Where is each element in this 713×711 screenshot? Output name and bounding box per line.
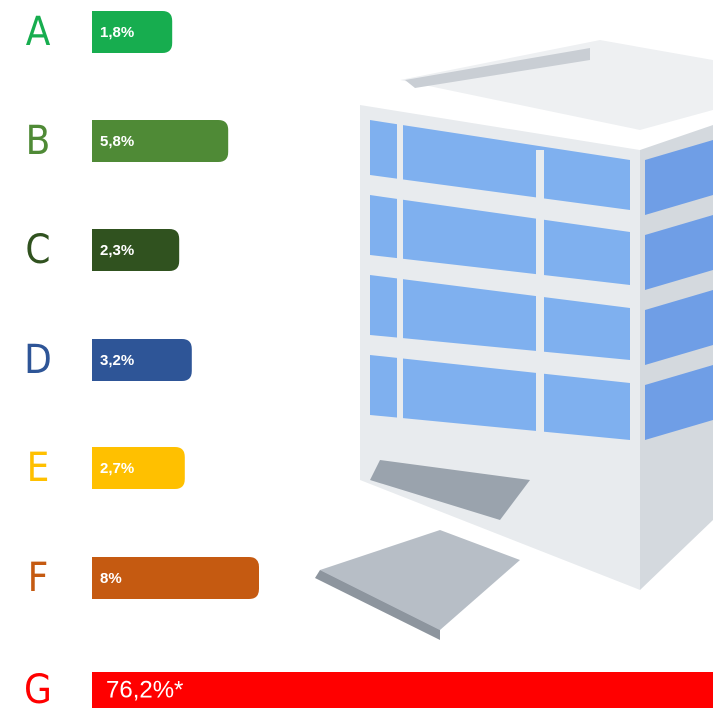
building-illustration bbox=[315, 40, 713, 640]
value-label: 76,2%* bbox=[106, 676, 183, 703]
value-label: 2,7% bbox=[100, 460, 134, 477]
value-label: 1,8% bbox=[100, 24, 134, 41]
category-label: E bbox=[27, 445, 50, 491]
category-label: A bbox=[26, 9, 51, 55]
bar bbox=[92, 672, 713, 708]
bar bbox=[92, 339, 192, 381]
category-label: C bbox=[25, 227, 50, 273]
category-label: B bbox=[26, 118, 51, 164]
bar bbox=[92, 11, 173, 53]
category-label: G bbox=[24, 667, 52, 711]
bar bbox=[92, 229, 180, 271]
bar bbox=[92, 447, 185, 489]
bar bbox=[92, 557, 259, 599]
category-label: F bbox=[28, 555, 49, 601]
value-label: 2,3% bbox=[100, 242, 134, 259]
bar bbox=[92, 120, 229, 162]
category-label: D bbox=[24, 337, 52, 383]
value-label: 8% bbox=[100, 570, 122, 587]
value-label: 5,8% bbox=[100, 133, 134, 150]
value-label: 3,2% bbox=[100, 352, 134, 369]
